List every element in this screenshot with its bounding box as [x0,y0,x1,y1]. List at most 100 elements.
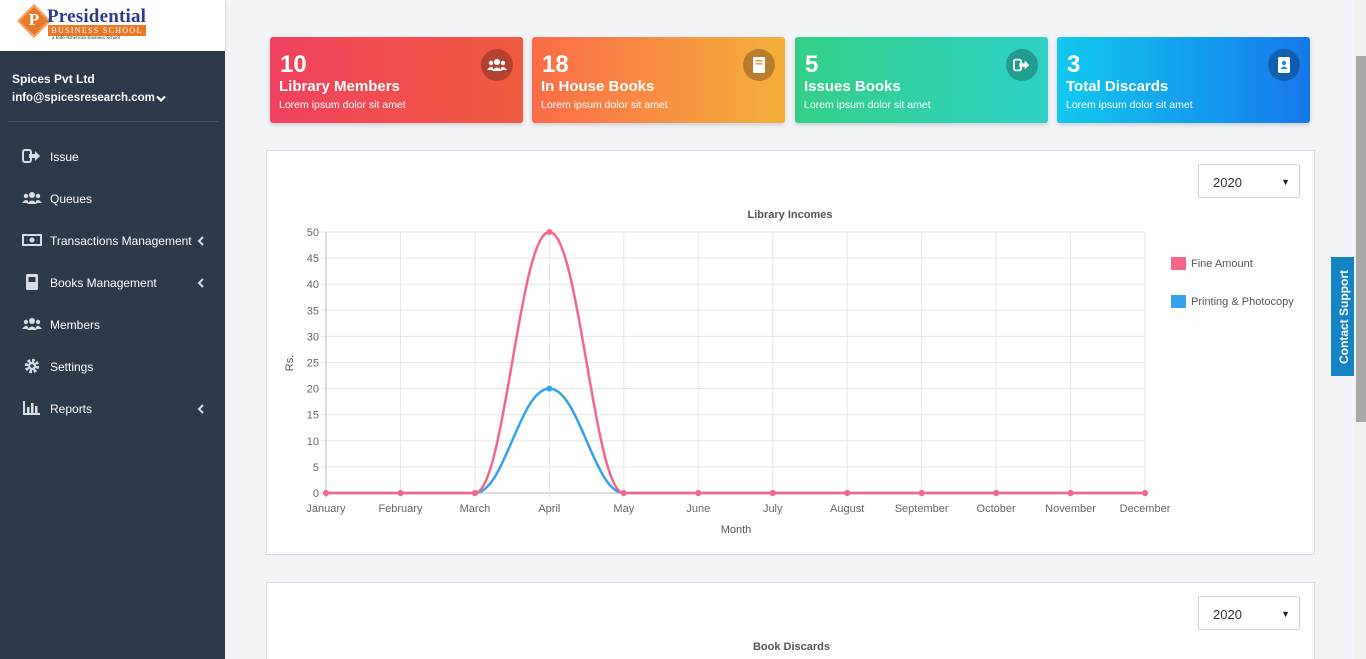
x-tick-label: December [1120,503,1171,515]
chart-grid [321,231,1146,498]
data-point [1067,490,1074,496]
y-tick-label: 20 [307,384,319,396]
data-point [620,490,627,496]
legend-swatch [1171,257,1186,270]
chart-series [323,229,1148,496]
stat-value: 10 [280,51,307,78]
data-point [844,490,851,496]
sidebar-item-label: Issue [50,150,79,164]
sidebar-item-books-management[interactable]: Books Management [0,262,225,304]
x-tick-label: October [977,503,1016,515]
users-icon [481,49,513,81]
data-point [695,490,702,496]
y-tick-label: 35 [307,305,319,317]
legend-label: Printing & Photocopy [1191,296,1294,308]
y-tick-label: 0 [313,488,319,500]
stat-label: In House Books [541,78,655,95]
x-tick-label: April [538,503,560,515]
y-tick-label: 15 [307,410,319,422]
stat-description: Lorem ipsum dolor sit amet [279,99,406,111]
y-tick-label: 50 [307,227,319,239]
y-tick-label: 25 [307,358,319,370]
contact-support-tab[interactable]: Contact Support [1331,257,1356,376]
data-point [323,490,329,496]
sidebar-item-transactions-management[interactable]: Transactions Management [0,220,225,262]
stat-card-library-members[interactable]: 10 Library Members Lorem ipsum dolor sit… [270,37,523,123]
legend-label: Fine Amount [1191,258,1253,270]
logo-title: Presidential [47,6,147,27]
stat-description: Lorem ipsum dolor sit amet [541,99,668,111]
x-tick-label: January [306,503,346,515]
caret-down-icon: ▼ [1281,609,1290,619]
sidebar-item-reports[interactable]: Reports [0,388,225,430]
sidebar-item-label: Transactions Management [50,234,192,248]
sidebar-item-settings[interactable]: Settings [0,346,225,388]
sidebar-item-queues[interactable]: Queues [0,178,225,220]
x-tick-label: November [1045,503,1096,515]
stat-description: Lorem ipsum dolor sit amet [804,99,931,111]
chart-title: Book Discards [752,641,831,653]
x-tick-label: September [895,503,949,515]
caret-down-icon: ▼ [1281,177,1290,187]
stat-label: Issues Books [804,78,901,95]
account-info: Spices Pvt Ltd info@spicesresearch.com [12,72,155,104]
y-tick-label: 45 [307,253,319,265]
data-point [1142,490,1148,496]
bar-chart-icon [23,401,40,415]
scrollbar-thumb[interactable] [1356,56,1366,422]
account-name: Spices Pvt Ltd [12,72,95,86]
y-tick-label: 40 [307,279,319,291]
y-tick-label: 5 [313,462,319,474]
users-icon [22,318,42,330]
data-point [546,229,553,235]
logo-subtitle: BUSINESS SCHOOL [48,25,146,36]
data-point [993,490,1000,496]
sidebar-nav: Issue Queues Transactions Management [0,136,225,430]
data-point [769,490,776,496]
chart-legend: Fine Amount Printing & Photocopy [1171,257,1294,308]
stat-label: Library Members [279,78,400,95]
sidebar-item-label: Queues [50,192,93,206]
stat-card-issues-books[interactable]: 5 Issues Books Lorem ipsum dolor sit ame… [795,37,1048,123]
chevron-left-icon [197,236,204,246]
sidebar-item-issue[interactable]: Issue [0,136,225,178]
book-icon [26,274,38,290]
year-select[interactable]: 2020 ▼ [1198,164,1300,198]
contact-support-label: Contact Support [1336,269,1351,364]
data-point [918,490,925,496]
account-email: info@spicesresearch.com [12,92,155,104]
stat-card-total-discards[interactable]: 3 Total Discards Lorem ipsum dolor sit a… [1057,37,1310,123]
sidebar-item-label: Members [50,318,101,332]
x-tick-label: June [686,503,710,515]
sidebar-item-members[interactable]: Members [0,304,225,346]
year-select[interactable]: 2020 ▼ [1198,596,1300,630]
money-icon [22,234,42,246]
legend-swatch [1171,295,1186,308]
stat-card-in-house-books[interactable]: 18 In House Books Lorem ipsum dolor sit … [532,37,785,123]
x-tick-label: May [613,503,634,515]
chevron-down-icon[interactable] [156,94,166,104]
y-tick-label: 10 [307,436,319,448]
y-tick-label: 30 [307,331,319,343]
logo[interactable]: P Presidential BUSINESS SCHOOL a Indo-Am… [0,0,225,51]
book-icon [743,49,775,81]
year-select-value: 2020 [1213,175,1242,190]
stat-value: 5 [805,51,819,78]
book-discards-panel: 2020 ▼ Book Discards [266,582,1315,659]
sidebar: P Presidential BUSINESS SCHOOL a Indo-Am… [0,0,225,659]
users-icon [22,192,42,204]
sidebar-item-label: Books Management [50,276,157,290]
chart-title: Library Incomes [748,209,833,221]
y-axis-label: Rs. [284,355,296,372]
data-point [471,490,478,496]
address-book-icon [1268,49,1300,81]
sign-out-icon [1006,49,1038,81]
data-point [546,385,553,392]
x-tick-label: July [763,503,783,515]
x-tick-label: August [830,503,864,515]
stat-value: 3 [1067,51,1081,78]
stat-value: 18 [542,51,569,78]
logo-tagline: a Indo-American Business School [52,36,121,41]
data-point [397,490,404,496]
chevron-left-icon [197,404,204,414]
